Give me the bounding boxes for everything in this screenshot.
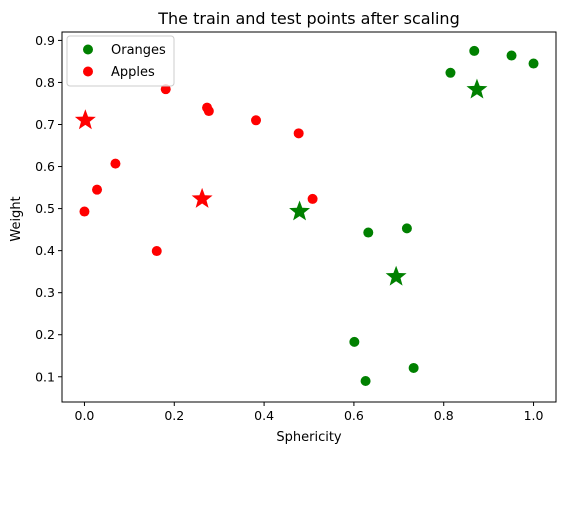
- y-tick-label: 0.9: [35, 33, 55, 48]
- y-tick-label: 0.2: [35, 327, 55, 342]
- data-point-apples: [110, 158, 121, 169]
- y-tick-label: 0.7: [35, 117, 55, 132]
- y-tick-label: 0.5: [35, 201, 55, 216]
- legend-label-apples: Apples: [111, 65, 155, 80]
- data-point-oranges: [445, 67, 456, 78]
- axes-frame: [61, 31, 557, 403]
- y-tick-label: 0.3: [35, 285, 55, 300]
- chart-title: The train and test points after scaling: [157, 9, 459, 28]
- data-point-oranges: [360, 375, 371, 386]
- star-point-test-2: [385, 265, 407, 286]
- data-point-oranges: [401, 223, 412, 234]
- star-point-test-2: [289, 200, 311, 221]
- x-tick-label: 0.2: [164, 408, 184, 423]
- y-tick-label: 0.4: [35, 243, 55, 258]
- data-point-apples: [92, 184, 103, 195]
- data-point-apples: [307, 193, 318, 204]
- plot-area: [74, 45, 539, 386]
- data-point-oranges: [363, 227, 374, 238]
- y-axis-label: Weight: [9, 196, 24, 241]
- star-point-test-2: [466, 78, 488, 99]
- y-tick-label: 0.8: [35, 75, 55, 90]
- data-point-oranges: [349, 336, 360, 347]
- legend-marker-oranges: [83, 44, 93, 55]
- y-tick-label: 0.1: [35, 369, 55, 384]
- y-tick-label: 0.6: [35, 159, 55, 174]
- data-point-oranges: [506, 50, 517, 61]
- x-axis-label: Sphericity: [276, 430, 342, 445]
- legend-box: [66, 35, 175, 87]
- axis-ticks: 0.0 0.2 0.4 0.6 0.8 1.0 0.1 0.2 0.3 0.4 0.5 0.6 0.7 0…: [35, 33, 543, 423]
- data-point-apples: [151, 246, 162, 257]
- x-tick-label: 0.0: [75, 408, 95, 423]
- legend-label-oranges: Oranges: [111, 43, 166, 58]
- x-tick-label: 0.6: [344, 408, 364, 423]
- x-tick-label: 1.0: [524, 408, 544, 423]
- x-tick-label: 0.8: [434, 408, 454, 423]
- star-point-test-3: [74, 109, 96, 130]
- data-point-apples: [251, 115, 262, 126]
- data-point-oranges: [469, 45, 480, 56]
- data-point-apples: [79, 206, 90, 217]
- data-point-oranges: [528, 58, 539, 69]
- data-point-apples: [293, 128, 304, 139]
- data-point-apples: [160, 84, 171, 95]
- legend-marker-apples: [83, 66, 93, 77]
- data-point-apples: [203, 106, 214, 117]
- x-tick-label: 0.4: [254, 408, 274, 423]
- star-point-test-3: [191, 187, 213, 208]
- legend: Oranges Apples: [66, 35, 175, 87]
- data-point-oranges: [408, 362, 419, 373]
